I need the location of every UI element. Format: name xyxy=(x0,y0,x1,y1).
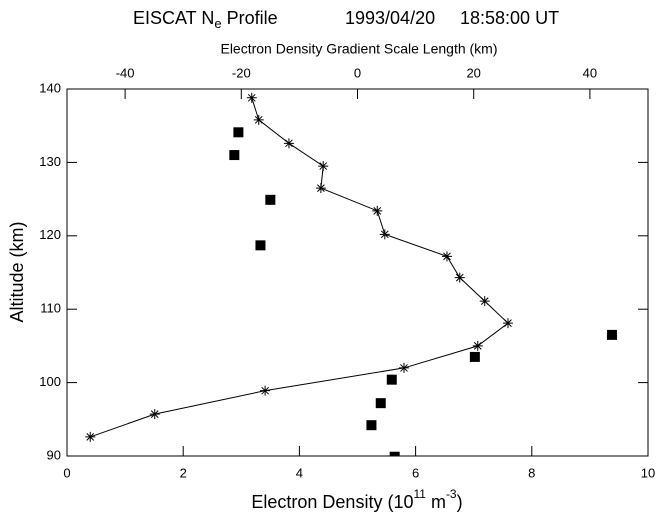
title-sub: e xyxy=(214,16,221,31)
asterisk-marker xyxy=(283,138,294,149)
plot-area xyxy=(85,92,617,456)
x-tick-label: 10 xyxy=(641,465,655,480)
x-tick-label: 6 xyxy=(412,465,419,480)
x-label-part: ) xyxy=(457,492,463,512)
title-main: EISCAT N xyxy=(133,8,214,28)
x-label-part: m xyxy=(426,492,446,512)
y-tick-label: 130 xyxy=(39,154,61,169)
square-marker xyxy=(255,240,266,251)
asterisk-marker xyxy=(454,272,465,283)
asterisk-marker xyxy=(441,251,452,262)
x2-tick-label: -40 xyxy=(116,65,135,80)
title-rest: Profile xyxy=(222,8,278,28)
square-marker xyxy=(366,420,377,431)
square-marker xyxy=(229,150,240,161)
square-marker xyxy=(469,351,480,362)
asterisk-marker xyxy=(253,114,264,125)
chart-title: EISCAT Ne Profile xyxy=(133,8,278,32)
y-tick-label: 90 xyxy=(47,447,61,462)
x2-tick-label: 20 xyxy=(466,65,480,80)
x-axis-label: Electron Density (1011 m-3) xyxy=(251,487,462,512)
profile-line xyxy=(90,97,509,438)
asterisk-marker xyxy=(379,229,390,240)
plot-frame xyxy=(66,88,649,457)
asterisk-marker xyxy=(502,318,513,329)
asterisk-marker xyxy=(246,92,257,103)
x2-tick-label: -20 xyxy=(232,65,251,80)
y-tick-label: 120 xyxy=(39,227,61,242)
x-tick-label: 8 xyxy=(528,465,535,480)
asterisk-marker xyxy=(149,409,160,420)
x-label-part: Electron Density (10 xyxy=(251,492,413,512)
square-marker xyxy=(233,127,244,138)
x2-tick-label: 40 xyxy=(583,65,597,80)
square-marker xyxy=(265,194,276,205)
y-tick-label: 140 xyxy=(39,80,61,95)
asterisk-marker xyxy=(372,205,383,216)
square-marker xyxy=(606,329,617,340)
x-tick-label: 4 xyxy=(296,465,303,480)
asterisk-marker xyxy=(260,385,271,396)
asterisk-marker xyxy=(318,161,329,172)
asterisk-marker xyxy=(85,431,96,442)
chart-date: 1993/04/20 xyxy=(345,8,435,28)
asterisk-marker xyxy=(472,340,483,351)
y-tick-label: 110 xyxy=(40,301,61,316)
y-axis-label: Altitude (km) xyxy=(7,221,27,322)
asterisk-marker xyxy=(315,183,326,194)
x-label-part: -3 xyxy=(446,487,457,501)
x2-tick-label: 0 xyxy=(354,65,361,80)
asterisk-marker xyxy=(398,362,409,373)
x2-axis-label: Electron Density Gradient Scale Length (… xyxy=(220,41,497,57)
y-tick-label: 100 xyxy=(39,374,61,389)
square-marker xyxy=(389,451,400,456)
square-marker xyxy=(386,374,397,385)
x-tick-label: 0 xyxy=(63,465,70,480)
asterisk-marker xyxy=(479,296,490,307)
square-marker xyxy=(375,398,386,409)
x-tick-label: 2 xyxy=(180,465,187,480)
x-label-part: 11 xyxy=(413,487,426,501)
chart-time: 18:58:00 UT xyxy=(460,8,559,28)
